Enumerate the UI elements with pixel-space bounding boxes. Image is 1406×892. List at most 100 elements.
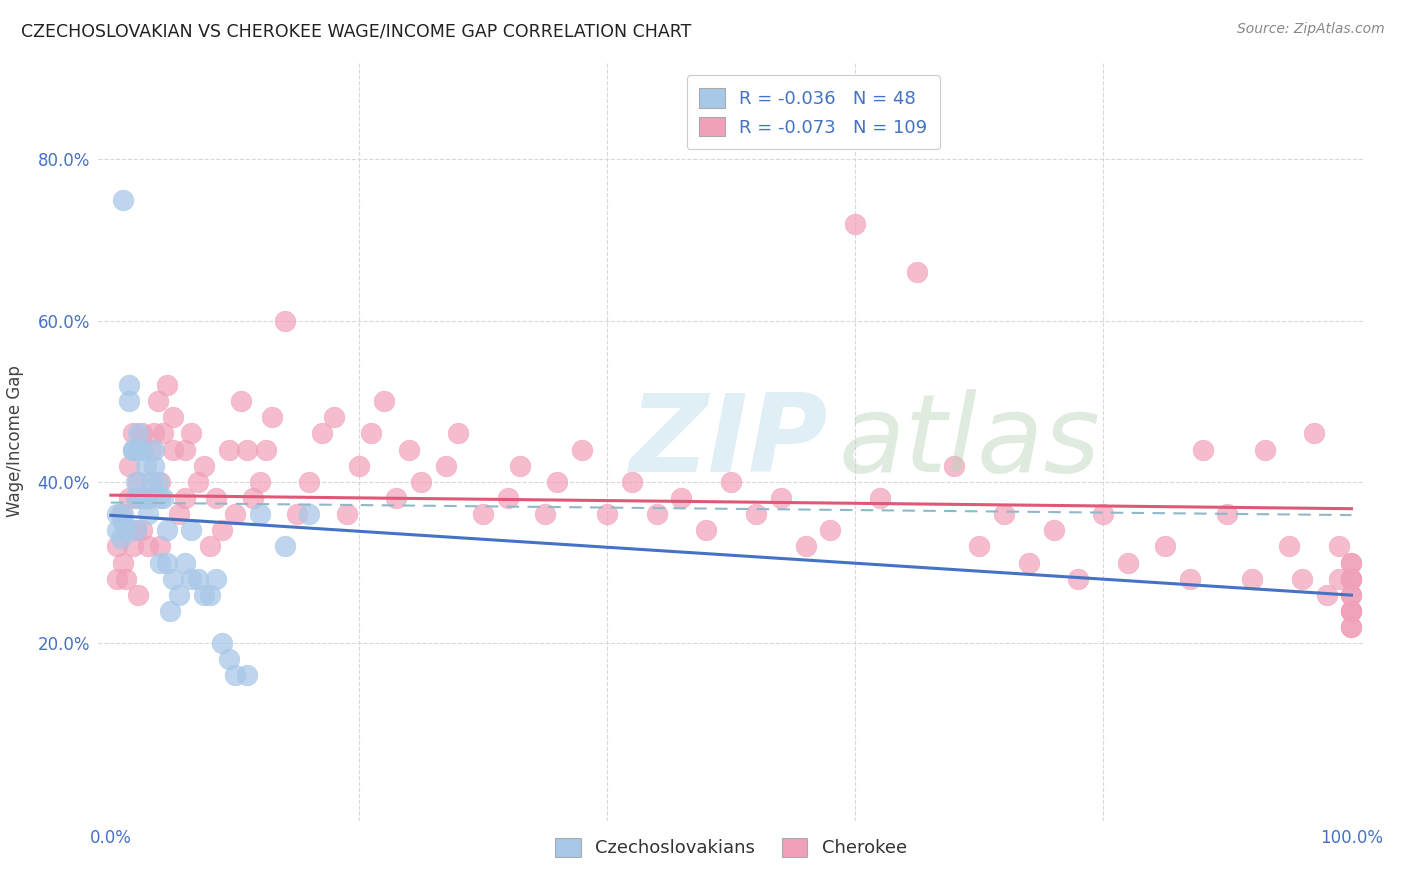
Point <box>131 523 153 537</box>
Point <box>174 491 197 505</box>
Point <box>124 491 146 505</box>
Point <box>1291 572 1313 586</box>
Point <box>198 540 221 554</box>
Point <box>496 491 519 505</box>
Point <box>112 556 135 570</box>
Point <box>1241 572 1264 586</box>
Point <box>127 475 149 489</box>
Point <box>262 410 284 425</box>
Point <box>118 458 141 473</box>
Point <box>118 491 141 505</box>
Point <box>105 540 128 554</box>
Point <box>156 523 179 537</box>
Point <box>124 475 146 489</box>
Point <box>236 668 259 682</box>
Point <box>131 442 153 457</box>
Point <box>114 523 136 537</box>
Point <box>1340 604 1362 618</box>
Point <box>311 426 333 441</box>
Point <box>122 426 145 441</box>
Point <box>211 636 233 650</box>
Point <box>114 572 136 586</box>
Point <box>1278 540 1301 554</box>
Point <box>124 523 146 537</box>
Point <box>180 572 202 586</box>
Point <box>156 556 179 570</box>
Point <box>1154 540 1177 554</box>
Point <box>112 515 135 529</box>
Point <box>905 265 928 279</box>
Point <box>869 491 891 505</box>
Point <box>152 426 174 441</box>
Point <box>224 668 246 682</box>
Point <box>1116 556 1139 570</box>
Point <box>1340 556 1362 570</box>
Point <box>218 652 240 666</box>
Point <box>198 588 221 602</box>
Point <box>187 572 209 586</box>
Point <box>1327 572 1350 586</box>
Point <box>127 442 149 457</box>
Point <box>323 410 346 425</box>
Point <box>347 458 370 473</box>
Text: CZECHOSLOVAKIAN VS CHEROKEE WAGE/INCOME GAP CORRELATION CHART: CZECHOSLOVAKIAN VS CHEROKEE WAGE/INCOME … <box>21 22 692 40</box>
Point <box>152 491 174 505</box>
Point <box>1340 604 1362 618</box>
Point <box>1340 604 1362 618</box>
Point <box>159 604 181 618</box>
Point <box>596 507 619 521</box>
Point <box>1340 588 1362 602</box>
Point <box>136 491 159 505</box>
Point <box>434 458 457 473</box>
Point <box>167 507 190 521</box>
Point <box>620 475 643 489</box>
Point <box>146 475 169 489</box>
Point <box>139 442 162 457</box>
Point <box>218 442 240 457</box>
Text: ZIP: ZIP <box>630 389 828 494</box>
Point <box>360 426 382 441</box>
Point <box>149 475 172 489</box>
Point <box>205 491 228 505</box>
Point <box>187 475 209 489</box>
Point <box>193 458 215 473</box>
Point <box>1340 572 1362 586</box>
Point <box>180 426 202 441</box>
Point <box>224 507 246 521</box>
Point <box>1067 572 1090 586</box>
Legend: Czechoslovakians, Cherokee: Czechoslovakians, Cherokee <box>548 830 914 864</box>
Point <box>844 217 866 231</box>
Point <box>122 540 145 554</box>
Point <box>122 442 145 457</box>
Point <box>110 532 132 546</box>
Point <box>1340 620 1362 634</box>
Point <box>136 491 159 505</box>
Point <box>1018 556 1040 570</box>
Point <box>967 540 990 554</box>
Point <box>174 442 197 457</box>
Point <box>136 507 159 521</box>
Point <box>285 507 308 521</box>
Point <box>193 588 215 602</box>
Point <box>156 378 179 392</box>
Point <box>1253 442 1275 457</box>
Point <box>105 523 128 537</box>
Point <box>794 540 817 554</box>
Point <box>1316 588 1339 602</box>
Point <box>236 442 259 457</box>
Point <box>1303 426 1326 441</box>
Point <box>249 507 271 521</box>
Point <box>1216 507 1239 521</box>
Point <box>645 507 668 521</box>
Point <box>131 426 153 441</box>
Point <box>335 507 357 521</box>
Point <box>398 442 420 457</box>
Point <box>769 491 792 505</box>
Point <box>298 507 321 521</box>
Point <box>143 458 166 473</box>
Point <box>162 410 184 425</box>
Point <box>143 426 166 441</box>
Point <box>1340 556 1362 570</box>
Point <box>254 442 277 457</box>
Y-axis label: Wage/Income Gap: Wage/Income Gap <box>6 366 24 517</box>
